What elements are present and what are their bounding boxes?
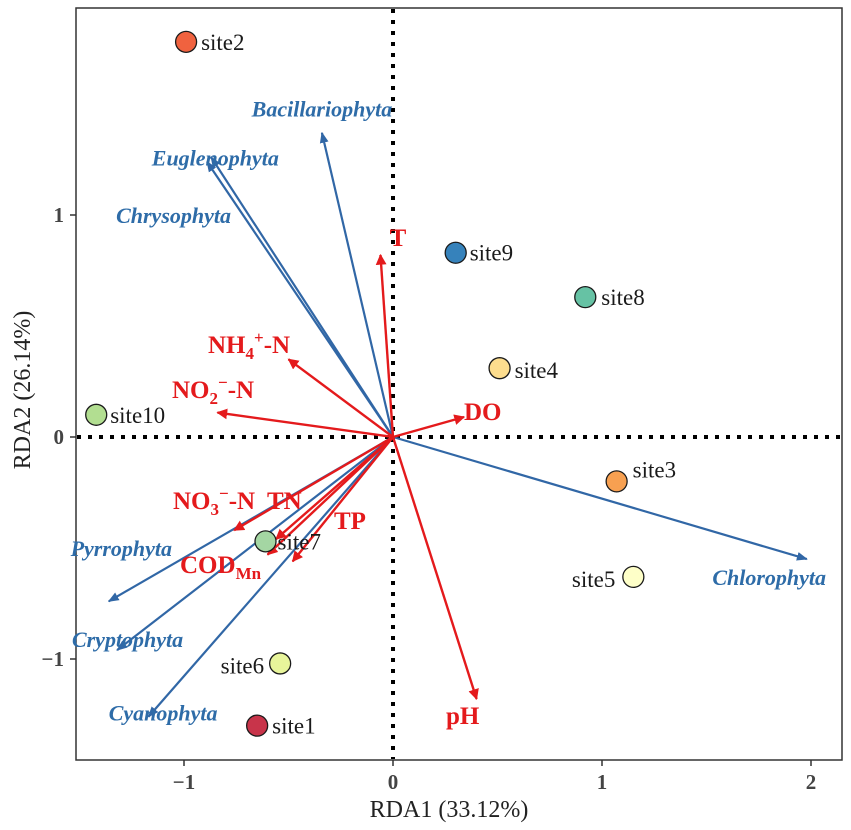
site-point-site6 [268, 652, 292, 675]
x-tick-label: 2 [806, 770, 817, 794]
env-label-ph: pH [446, 703, 480, 730]
site-label-site9: site9 [470, 241, 513, 266]
site-point-site3 [605, 470, 628, 493]
species-label-chrysophyta: Chrysophyta [116, 203, 231, 228]
site-label-site2: site2 [201, 30, 244, 55]
site-point-site10 [85, 403, 108, 426]
env-arrow-no3-n [233, 435, 394, 532]
species-arrow-bacillariophyta [319, 131, 395, 438]
species-label-bacillariophyta: Bacillariophyta [251, 96, 393, 121]
x-axis-title: RDA1 (33.12%) [370, 797, 529, 823]
species-label-euglenophyta: Euglenophyta [151, 145, 279, 170]
env-arrow-codmn [266, 436, 394, 556]
site-point-site8 [574, 285, 597, 309]
species-arrow-cyanophyta [147, 436, 394, 718]
env-label-tp: TP [334, 508, 366, 535]
species-arrow-chlorophyta [392, 435, 808, 561]
env-arrow-t [375, 253, 395, 438]
species-arrow-chrysophyta [206, 160, 394, 438]
y-axis-title: RDA2 (26.14%) [10, 311, 36, 470]
env-arrow-nh4-n [287, 358, 394, 438]
site-label-site1: site1 [272, 714, 315, 739]
plot-frame [75, 7, 843, 761]
x-tick-label: −1 [173, 770, 195, 794]
site-label-site5: site5 [572, 567, 615, 592]
site-label-site3: site3 [633, 457, 676, 482]
site-label-site10: site10 [110, 403, 165, 428]
env-label-no3-n: NO3−-N [173, 484, 255, 519]
x-tick-label: 1 [597, 770, 608, 794]
env-arrow-ph [391, 436, 479, 700]
site-label-site7: site7 [278, 529, 321, 554]
site-label-site4: site4 [515, 358, 559, 383]
env-label-t: T [390, 225, 407, 252]
y-tick-label: −1 [42, 647, 64, 671]
env-label-do: DO [464, 399, 502, 426]
env-label-codmn: CODMn [180, 552, 262, 583]
env-arrow-tp [291, 436, 394, 563]
species-label-cyanophyta: Cyanophyta [109, 700, 218, 725]
env-label-nh4-n: NH4+-N [208, 328, 290, 363]
site-point-site7 [254, 530, 277, 553]
site-point-site1 [245, 714, 269, 737]
env-label-no2-n: NO2−-N [172, 373, 254, 408]
env-label-tn: TN [267, 488, 302, 515]
site-point-site5 [622, 565, 645, 589]
species-label-pyrrophyta: Pyrrophyta [70, 536, 172, 561]
y-tick-label: 1 [54, 203, 65, 227]
species-label-chlorophyta: Chlorophyta [712, 565, 826, 590]
x-tick-label: 0 [388, 770, 399, 794]
y-tick-label: 0 [54, 425, 65, 449]
env-arrow-no2-n [216, 408, 394, 439]
site-label-site6: site6 [221, 653, 264, 678]
env-arrow-do [392, 414, 466, 439]
species-label-cryptophyta: Cryptophyta [72, 627, 183, 652]
site-label-site8: site8 [601, 285, 644, 310]
site-point-site4 [488, 357, 511, 380]
site-point-site9 [444, 241, 467, 264]
site-point-site2 [174, 30, 198, 53]
